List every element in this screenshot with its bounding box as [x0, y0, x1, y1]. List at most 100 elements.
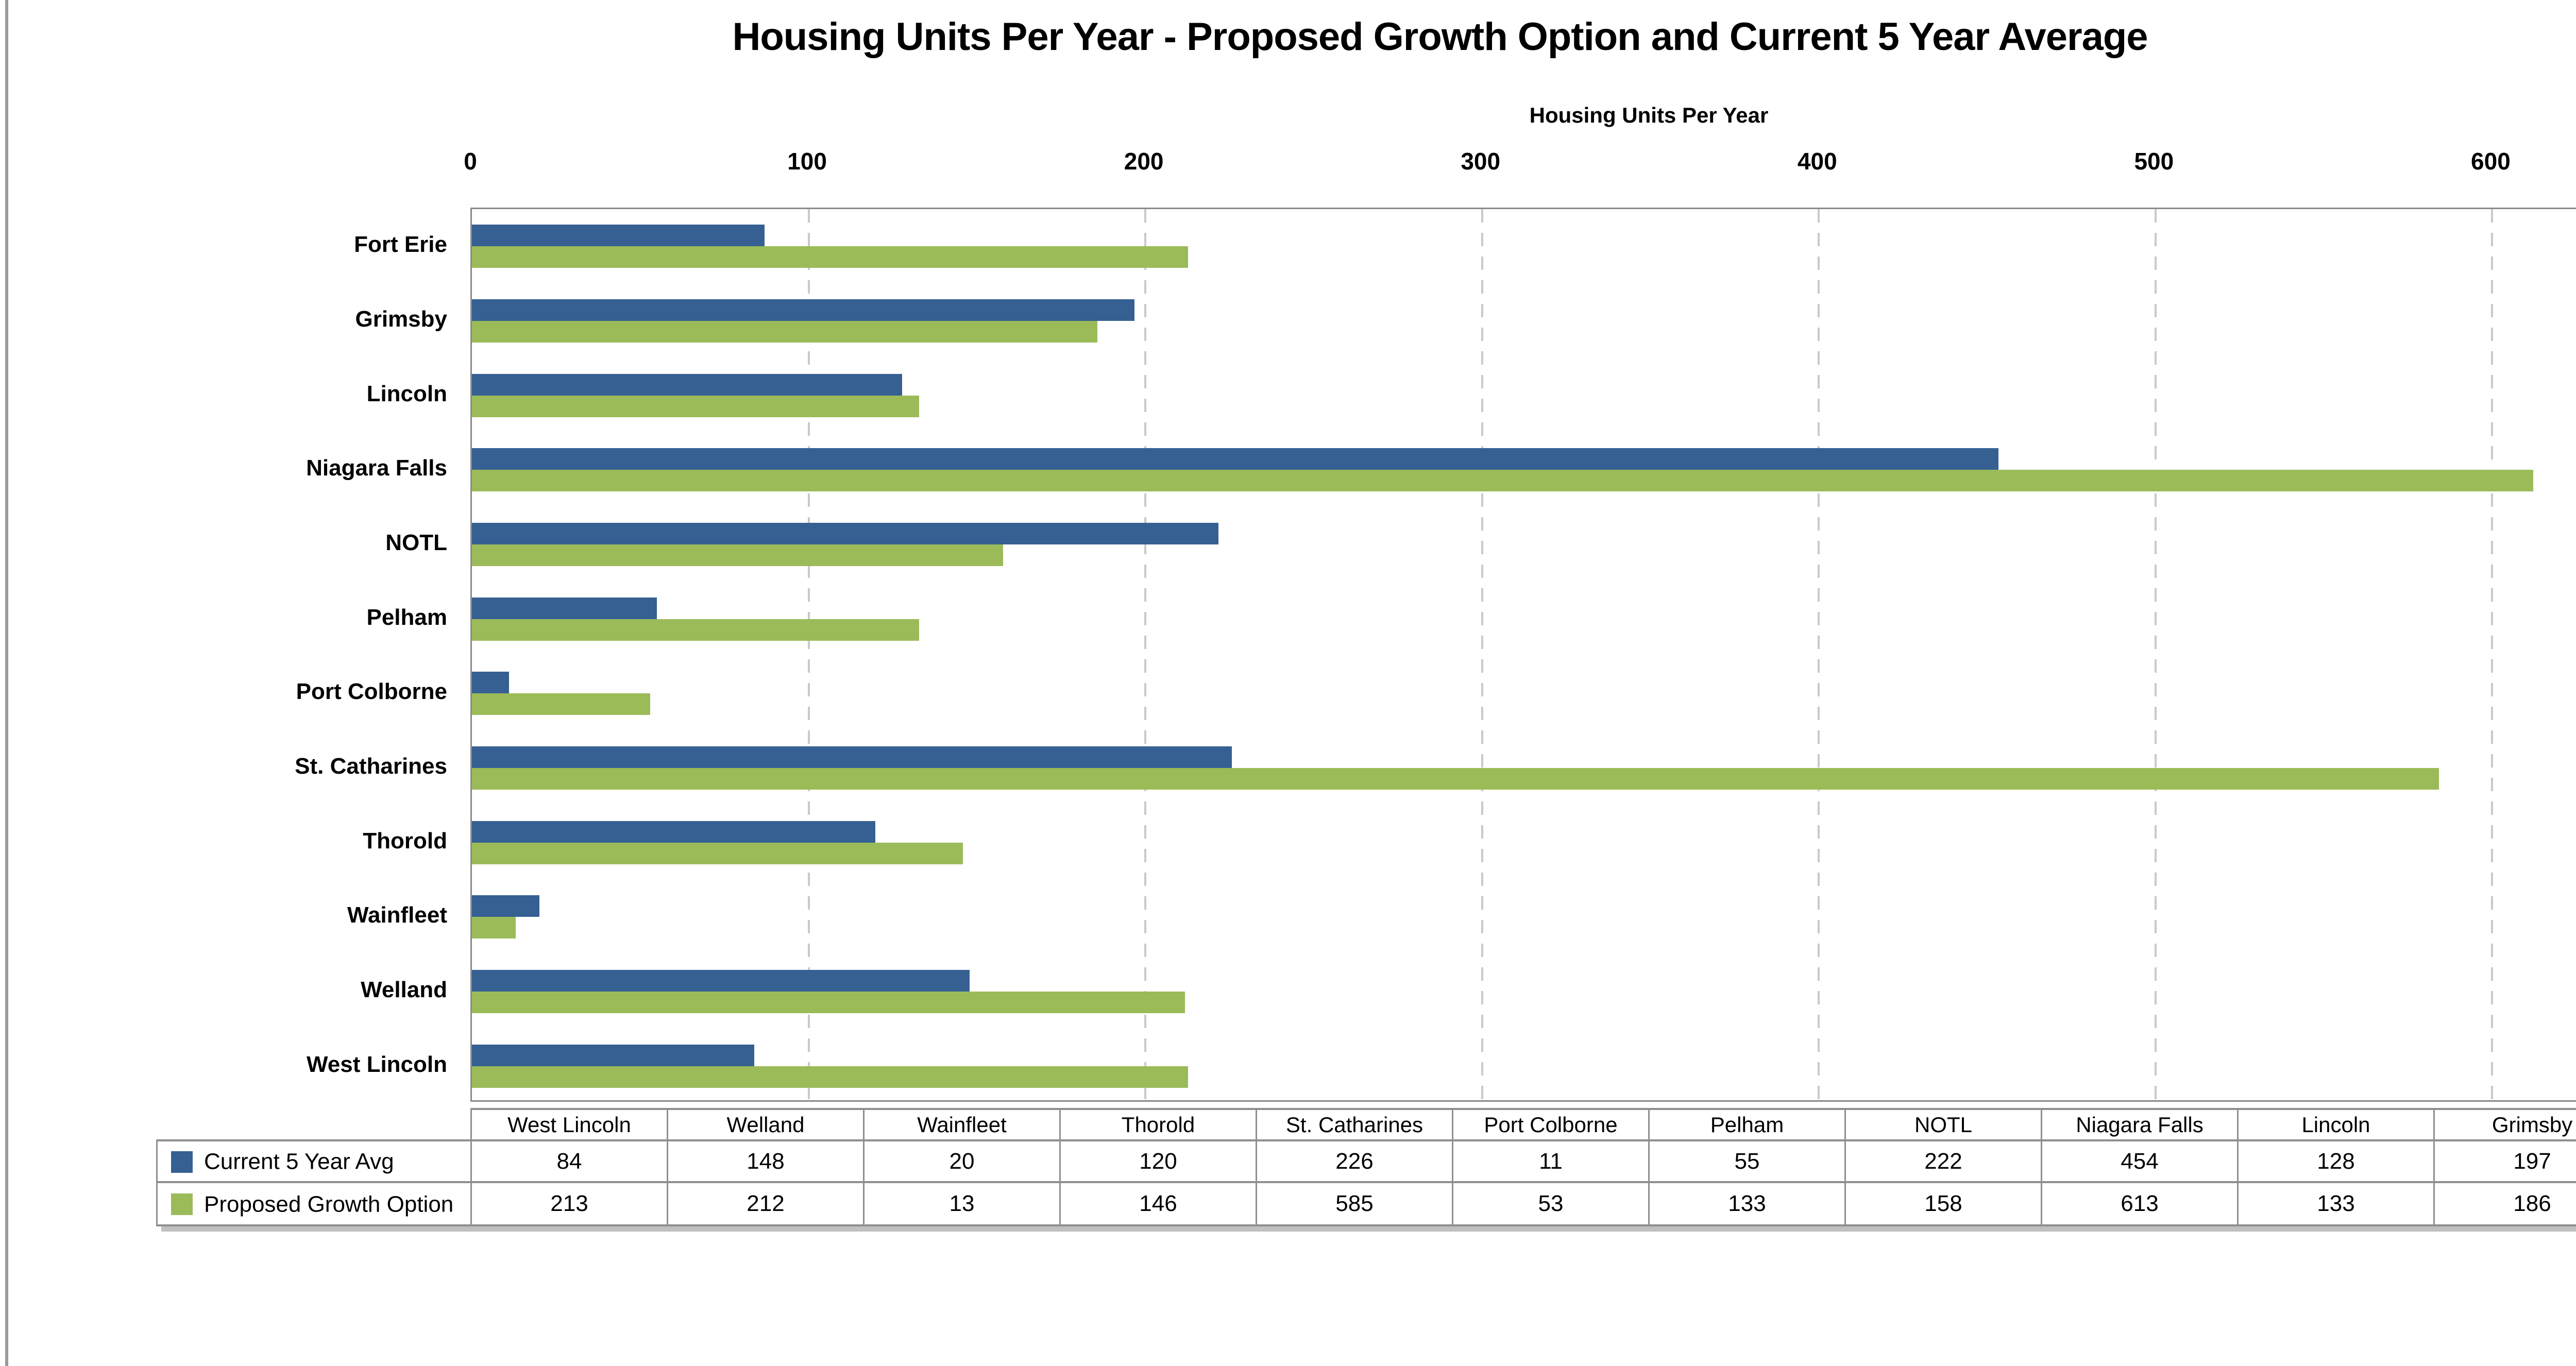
- legend-swatch-icon-proposed-growth-option: [171, 1193, 193, 1216]
- table-value-notl-proposed-growth-option: 158: [1844, 1181, 2042, 1226]
- category-band-st-catharines: [472, 731, 2576, 806]
- bar-current-5-year-avg-port-colborne: [472, 672, 509, 694]
- table-value-niagara-falls-current-5-year-avg: 454: [2041, 1139, 2239, 1183]
- table-row-proposed-growth-option: Proposed Growth Option 213 212 13 146 585 53 13…: [156, 1181, 2576, 1226]
- x-tick-label-200: 200: [1124, 148, 1164, 175]
- category-label-notl: NOTL: [385, 530, 447, 555]
- category-band-wainfleet: [472, 880, 2576, 954]
- table-value-port-colborne-current-5-year-avg: 11: [1452, 1139, 1650, 1183]
- table-header-west-lincoln: West Lincoln: [470, 1108, 668, 1141]
- category-label-thorold: Thorold: [363, 828, 447, 853]
- bar-proposed-growth-option-pelham: [472, 619, 920, 641]
- category-band-welland: [472, 954, 2576, 1029]
- table-value-thorold-current-5-year-avg: 120: [1059, 1139, 1257, 1183]
- table-value-lincoln-current-5-year-avg: 128: [2237, 1139, 2435, 1183]
- bar-current-5-year-avg-lincoln: [472, 373, 903, 396]
- legend-cell-current-5-year-avg: Current 5 Year Avg: [156, 1139, 472, 1183]
- legend-label-proposed-growth-option: Proposed Growth Option: [204, 1191, 454, 1217]
- category-label-wainfleet: Wainfleet: [347, 902, 447, 928]
- x-tick-label-500: 500: [2134, 148, 2174, 175]
- category-band-thorold: [472, 805, 2576, 880]
- category-label-st-catharines: St. Catharines: [295, 753, 447, 779]
- bar-current-5-year-avg-grimsby: [472, 299, 1134, 321]
- category-label-lincoln: Lincoln: [366, 381, 447, 406]
- gridline-300: [1481, 209, 1483, 1100]
- table-value-wainfleet-current-5-year-avg: 20: [863, 1139, 1061, 1183]
- category-band-grimsby: [472, 284, 2576, 358]
- bar-proposed-growth-option-grimsby: [472, 320, 1098, 343]
- table-value-port-colborne-proposed-growth-option: 53: [1452, 1181, 1650, 1226]
- x-tick-label-0: 0: [464, 148, 477, 175]
- category-label-grimsby: Grimsby: [355, 306, 447, 332]
- category-band-fort-erie: [472, 209, 2576, 284]
- table-header-niagara-falls: Niagara Falls: [2041, 1108, 2239, 1141]
- table-header-pelham: Pelham: [1648, 1108, 1846, 1141]
- bar-current-5-year-avg-pelham: [472, 597, 657, 619]
- category-band-port-colborne: [472, 656, 2576, 731]
- legend-label-current-5-year-avg: Current 5 Year Avg: [204, 1149, 394, 1174]
- category-band-pelham: [472, 582, 2576, 656]
- category-label-port-colborne: Port Colborne: [296, 679, 447, 705]
- gridline-100: [807, 209, 810, 1100]
- table-value-welland-current-5-year-avg: 148: [667, 1139, 865, 1183]
- legend-cell-proposed-growth-option: Proposed Growth Option: [156, 1181, 472, 1226]
- category-label-niagara-falls: Niagara Falls: [306, 455, 447, 481]
- bar-proposed-growth-option-thorold: [472, 842, 963, 864]
- bar-current-5-year-avg-st-catharines: [472, 746, 1232, 768]
- table-value-grimsby-current-5-year-avg: 197: [2433, 1139, 2576, 1183]
- chart-title: Housing Units Per Year - Proposed Growth…: [732, 15, 2148, 59]
- table-value-welland-proposed-growth-option: 212: [667, 1181, 865, 1226]
- table-header-port-colborne: Port Colborne: [1452, 1108, 1650, 1141]
- table-header-thorold: Thorold: [1059, 1108, 1257, 1141]
- gridline-400: [1818, 209, 1820, 1100]
- table-header-grimsby: Grimsby: [2433, 1108, 2576, 1141]
- legend-swatch-icon-current-5-year-avg: [171, 1151, 193, 1173]
- x-tick-label-100: 100: [787, 148, 827, 175]
- plot-area: [470, 208, 2576, 1102]
- category-band-west-lincoln: [472, 1029, 2576, 1103]
- bar-proposed-growth-option-welland: [472, 991, 1185, 1013]
- bar-proposed-growth-option-west-lincoln: [472, 1066, 1189, 1088]
- table-value-west-lincoln-proposed-growth-option: 213: [470, 1181, 668, 1226]
- table-row-current-5-year-avg: Current 5 Year Avg 84 148 20 120 226 11 55 222 45…: [156, 1139, 2576, 1183]
- table-header-wainfleet: Wainfleet: [863, 1108, 1061, 1141]
- table-header-notl: NOTL: [1844, 1108, 2042, 1141]
- bar-current-5-year-avg-notl: [472, 522, 1219, 544]
- table-value-grimsby-proposed-growth-option: 186: [2433, 1181, 2576, 1226]
- category-label-welland: Welland: [361, 977, 447, 1002]
- table-corner-blank: [157, 1109, 471, 1140]
- category-band-lincoln: [472, 358, 2576, 433]
- bar-proposed-growth-option-port-colborne: [472, 693, 650, 715]
- table-value-pelham-proposed-growth-option: 133: [1648, 1181, 1846, 1226]
- gridline-200: [1144, 209, 1147, 1100]
- gridline-600: [2491, 209, 2494, 1100]
- table-value-pelham-current-5-year-avg: 55: [1648, 1139, 1846, 1183]
- category-label-pelham: Pelham: [366, 604, 447, 630]
- bar-proposed-growth-option-st-catharines: [472, 767, 2439, 790]
- table-value-lincoln-proposed-growth-option: 133: [2237, 1181, 2435, 1226]
- table-value-notl-current-5-year-avg: 222: [1844, 1139, 2042, 1183]
- x-axis-title: Housing Units Per Year: [1529, 103, 1769, 127]
- table-header-welland: Welland: [667, 1108, 865, 1141]
- bar-current-5-year-avg-niagara-falls: [472, 448, 1999, 470]
- category-label-fort-erie: Fort Erie: [354, 232, 447, 258]
- bar-proposed-growth-option-wainfleet: [472, 917, 516, 939]
- bar-current-5-year-avg-thorold: [472, 821, 876, 843]
- category-label-west-lincoln: West Lincoln: [307, 1051, 447, 1077]
- table-value-st-catharines-current-5-year-avg: 226: [1256, 1139, 1453, 1183]
- bar-proposed-growth-option-notl: [472, 544, 1004, 566]
- bar-proposed-growth-option-fort-erie: [472, 246, 1189, 268]
- bar-current-5-year-avg-fort-erie: [472, 225, 765, 247]
- table-value-wainfleet-proposed-growth-option: 13: [863, 1181, 1061, 1226]
- x-tick-label-600: 600: [2471, 148, 2511, 175]
- table-value-st-catharines-proposed-growth-option: 585: [1256, 1181, 1453, 1226]
- gridline-500: [2154, 209, 2157, 1100]
- category-band-niagara-falls: [472, 433, 2576, 507]
- table-value-thorold-proposed-growth-option: 146: [1059, 1181, 1257, 1226]
- table-value-niagara-falls-proposed-growth-option: 613: [2041, 1181, 2239, 1226]
- bar-current-5-year-avg-wainfleet: [472, 895, 539, 917]
- bar-current-5-year-avg-welland: [472, 969, 970, 992]
- table-header-st-catharines: St. Catharines: [1256, 1108, 1453, 1141]
- frame-border-left: [5, 0, 8, 1366]
